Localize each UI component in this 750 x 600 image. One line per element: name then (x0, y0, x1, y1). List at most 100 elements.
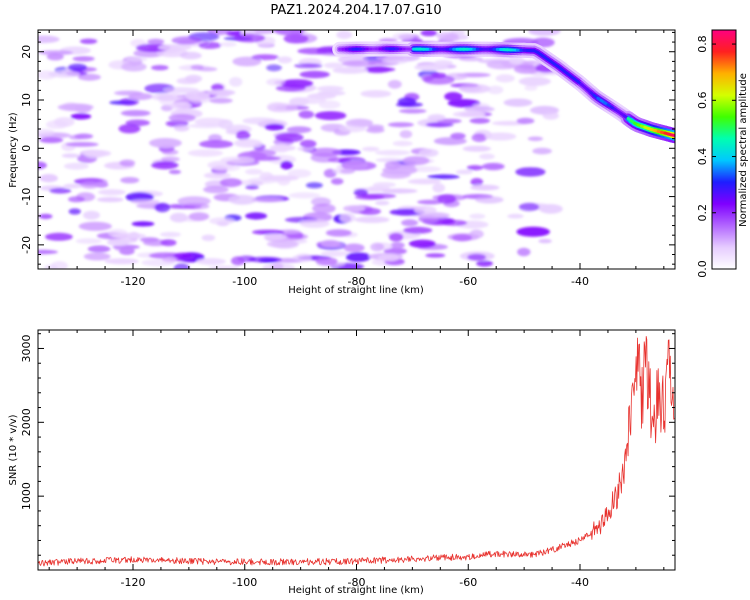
figure-title: PAZ1.2024.204.17.07.G10 (270, 3, 441, 18)
noise-blob (398, 108, 427, 114)
noise-blob (462, 145, 492, 152)
noise-blob (476, 260, 493, 267)
noise-blob (515, 167, 546, 177)
noise-blob (403, 226, 433, 234)
noise-blob (467, 253, 487, 261)
noise-blob (130, 199, 160, 205)
noise-blob (314, 111, 347, 121)
noise-blob (275, 132, 304, 143)
noise-blob (296, 96, 327, 104)
noise-blob (72, 56, 95, 62)
noise-blob (527, 136, 544, 142)
noise-blob (277, 56, 293, 64)
colorbar-tick-label: 0.4 (696, 148, 709, 166)
noise-blob (518, 76, 551, 86)
noise-blob (151, 93, 185, 101)
noise-blob (45, 232, 73, 241)
noise-blob (479, 153, 495, 160)
noise-blob (203, 172, 231, 179)
noise-blob (470, 178, 484, 186)
noise-blob (425, 253, 446, 258)
noise-blob (70, 113, 92, 120)
noise-blob (38, 213, 53, 220)
spectrogram-x-tick-label: -40 (571, 275, 589, 288)
noise-blob (466, 165, 483, 171)
noise-blob (469, 229, 484, 239)
noise-blob (208, 265, 239, 269)
noise-blob (528, 30, 561, 36)
noise-blob (234, 33, 266, 43)
noise-blob (275, 84, 306, 92)
noise-blob (353, 189, 369, 196)
noise-blob (325, 229, 352, 237)
spectrogram-y-tick-label: -10 (20, 188, 33, 206)
noise-blob (342, 160, 368, 169)
snr-background (38, 330, 675, 570)
noise-blob (508, 56, 525, 65)
noise-blob (160, 104, 174, 112)
noise-blob (220, 41, 237, 47)
noise-blob (106, 238, 130, 246)
noise-blob (128, 93, 153, 100)
noise-blob (248, 256, 282, 263)
noise-blob (305, 182, 323, 189)
noise-blob (266, 78, 286, 86)
snr-y-axis: 1000 2000 3000 (20, 333, 675, 571)
spectrogram-y-tick-label: -20 (20, 236, 33, 254)
noise-blob (503, 98, 533, 107)
noise-blob (280, 160, 293, 170)
noise-blob (271, 262, 284, 269)
noise-blob (395, 102, 423, 108)
noise-blob (345, 252, 371, 262)
noise-blob (39, 174, 58, 183)
noise-blob (447, 99, 481, 108)
noise-blob (507, 213, 524, 219)
spectrogram-x-tick-label: -120 (121, 275, 146, 288)
noise-blob (387, 122, 414, 128)
noise-blob (236, 130, 251, 141)
snr-series-line (38, 335, 675, 567)
noise-blob (229, 77, 243, 87)
noise-blob (69, 134, 85, 140)
noise-blob (513, 64, 541, 74)
noise-blob (140, 237, 159, 243)
noise-blob (294, 63, 323, 69)
noise-blob (484, 132, 517, 141)
noise-blob (362, 146, 380, 152)
noise-blob (297, 47, 332, 55)
noise-blob (266, 64, 282, 72)
noise-blob (342, 60, 376, 67)
noise-blob (188, 123, 225, 129)
noise-blob (517, 247, 531, 257)
noise-blob (63, 183, 82, 189)
snr-x-axis: -120 -100 -80 -60 -40 (48, 330, 665, 589)
noise-blob (45, 120, 68, 129)
noise-blob (118, 124, 141, 134)
noise-blob (516, 117, 535, 124)
noise-blob (83, 210, 100, 220)
noise-blob (173, 263, 190, 269)
noise-blob (355, 194, 385, 200)
noise-blob (120, 177, 140, 184)
noise-blob (437, 194, 457, 204)
noise-blob (471, 133, 487, 143)
noise-blob (433, 60, 453, 66)
noise-blob (271, 143, 290, 153)
noise-blob (245, 184, 259, 190)
noise-blob (119, 97, 140, 106)
noise-blob (198, 41, 222, 49)
noise-blob (131, 221, 155, 227)
snr-ylabel: SNR (10 * v/v) (8, 414, 19, 485)
noise-blob (343, 243, 365, 253)
noise-blob (339, 212, 356, 223)
noise-blob (286, 126, 312, 134)
noise-blob (161, 156, 180, 162)
noise-blob (532, 147, 552, 155)
noise-blob (184, 91, 211, 101)
noise-blob (220, 156, 255, 164)
noise-blob (538, 238, 552, 244)
noise-blob (148, 252, 183, 259)
noise-blob (63, 162, 89, 170)
noise-blob (75, 238, 102, 244)
noise-blob (114, 245, 135, 252)
